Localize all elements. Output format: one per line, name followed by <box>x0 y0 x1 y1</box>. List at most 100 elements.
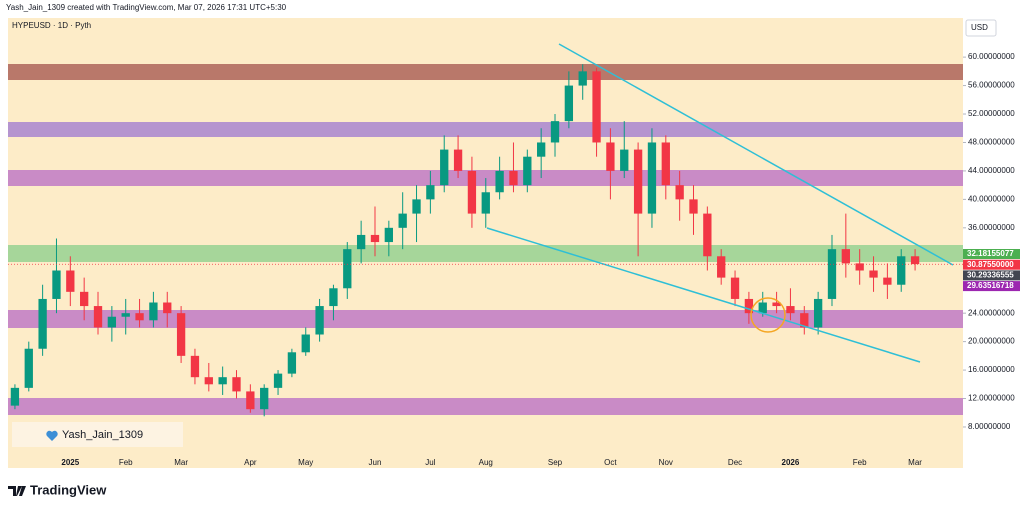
x-tick-label: Mar <box>174 458 188 467</box>
candle-body <box>467 170 477 214</box>
zone <box>8 170 963 186</box>
zone <box>8 64 963 80</box>
candle-body <box>426 185 435 200</box>
candle-body <box>550 121 560 143</box>
currency-box <box>965 19 997 37</box>
price-axis <box>963 18 1024 468</box>
candle-body <box>398 213 407 228</box>
x-tick-label: May <box>298 458 313 467</box>
price-badge <box>963 259 1020 270</box>
price-badge-label: 32.18155077 <box>967 249 1014 258</box>
candle-body <box>93 306 103 328</box>
candle-body <box>481 192 490 214</box>
candle-body <box>176 313 186 356</box>
x-tick-label: Apr <box>244 458 257 467</box>
candle-body <box>633 149 643 214</box>
candle-body <box>440 149 449 186</box>
candle-body <box>149 302 158 321</box>
currency: USD <box>971 23 988 32</box>
x-tick-label: Dec <box>728 458 742 467</box>
candle-body <box>232 377 241 392</box>
y-tick-label: 48.00000000 <box>968 138 1015 147</box>
candle-body <box>772 302 781 307</box>
price-badge-label: 29.63516718 <box>967 281 1014 290</box>
candle-body <box>301 334 310 353</box>
x-tick-label: Oct <box>604 458 617 467</box>
highlight-circle <box>750 297 786 333</box>
candle-body <box>135 313 144 321</box>
x-tick-label: Feb <box>119 458 133 467</box>
candle-body <box>827 249 837 299</box>
trend-line <box>558 43 954 266</box>
candle-body <box>52 270 61 299</box>
candle-body <box>869 270 878 278</box>
y-tick-label: 56.00000000 <box>968 81 1015 90</box>
candle-body <box>356 234 366 250</box>
trend-line <box>486 227 921 363</box>
x-tick-label: Mar <box>908 458 922 467</box>
y-tick-label: 40.00000000 <box>968 194 1015 203</box>
y-tick-label: 20.00000000 <box>968 337 1015 346</box>
x-tick-label: 2025 <box>61 458 79 467</box>
y-tick-label: 44.00000000 <box>968 166 1015 175</box>
candle-body <box>897 256 906 285</box>
candle-body <box>717 256 726 278</box>
candle-body <box>883 277 892 285</box>
x-tick-label: 2026 <box>782 458 800 467</box>
candle-body <box>80 291 89 307</box>
y-tick-label: 16.00000000 <box>968 365 1015 374</box>
candle-body <box>38 298 47 349</box>
watermark: Yash_Jain_1309 <box>62 429 143 441</box>
candle-body <box>800 313 809 328</box>
candle-body <box>246 391 255 410</box>
credit: Yash_Jain_1309 created with TradingView.… <box>6 3 287 12</box>
candle-body <box>453 149 463 171</box>
candle-body <box>509 170 518 186</box>
zone <box>8 310 963 328</box>
candle-body <box>813 298 823 328</box>
candle-body <box>495 170 504 193</box>
price-badge-label: 30.29336555 <box>967 271 1014 280</box>
candle-body <box>343 249 352 289</box>
candle-body <box>523 156 532 186</box>
candle-body <box>703 213 712 257</box>
candle-body <box>190 355 200 378</box>
x-tick-label: Feb <box>853 458 867 467</box>
x-tick-label: Sep <box>548 458 563 467</box>
x-tick-label: Nov <box>659 458 673 467</box>
candle-body <box>107 316 117 328</box>
candle-body <box>287 352 297 374</box>
y-tick-label: 60.00000000 <box>968 52 1015 61</box>
candle-body <box>578 71 587 86</box>
logo-icon <box>8 486 26 496</box>
candle-body <box>163 302 172 314</box>
candle-body <box>370 234 380 243</box>
candle-body <box>744 298 754 314</box>
candle-body <box>606 142 615 171</box>
candle-body <box>121 313 130 317</box>
candle-body <box>786 306 795 314</box>
y-tick-label: 36.00000000 <box>968 223 1015 232</box>
x-tick-label: Aug <box>479 458 493 467</box>
plot-area <box>8 18 963 468</box>
candle-body <box>689 199 698 214</box>
candle-body <box>273 373 283 388</box>
candle-body <box>24 348 33 388</box>
logo <box>8 486 26 496</box>
candle-body <box>620 149 629 171</box>
candle-body <box>661 142 670 186</box>
candle-body <box>10 387 20 406</box>
price-badge <box>963 249 1020 259</box>
y-tick-label: 24.00000000 <box>968 308 1015 317</box>
candle-body <box>647 142 657 214</box>
candle-body <box>910 256 920 265</box>
candle-body <box>66 270 75 292</box>
y-tick-label: 52.00000000 <box>968 109 1015 118</box>
candle-body <box>537 142 546 157</box>
watermark-box <box>12 422 183 447</box>
symbol-title: HYPEUSD · 1D · Pyth <box>12 21 91 30</box>
candle-body <box>412 199 421 214</box>
x-tick-label: Jul <box>425 458 435 467</box>
candle-body <box>564 85 574 122</box>
